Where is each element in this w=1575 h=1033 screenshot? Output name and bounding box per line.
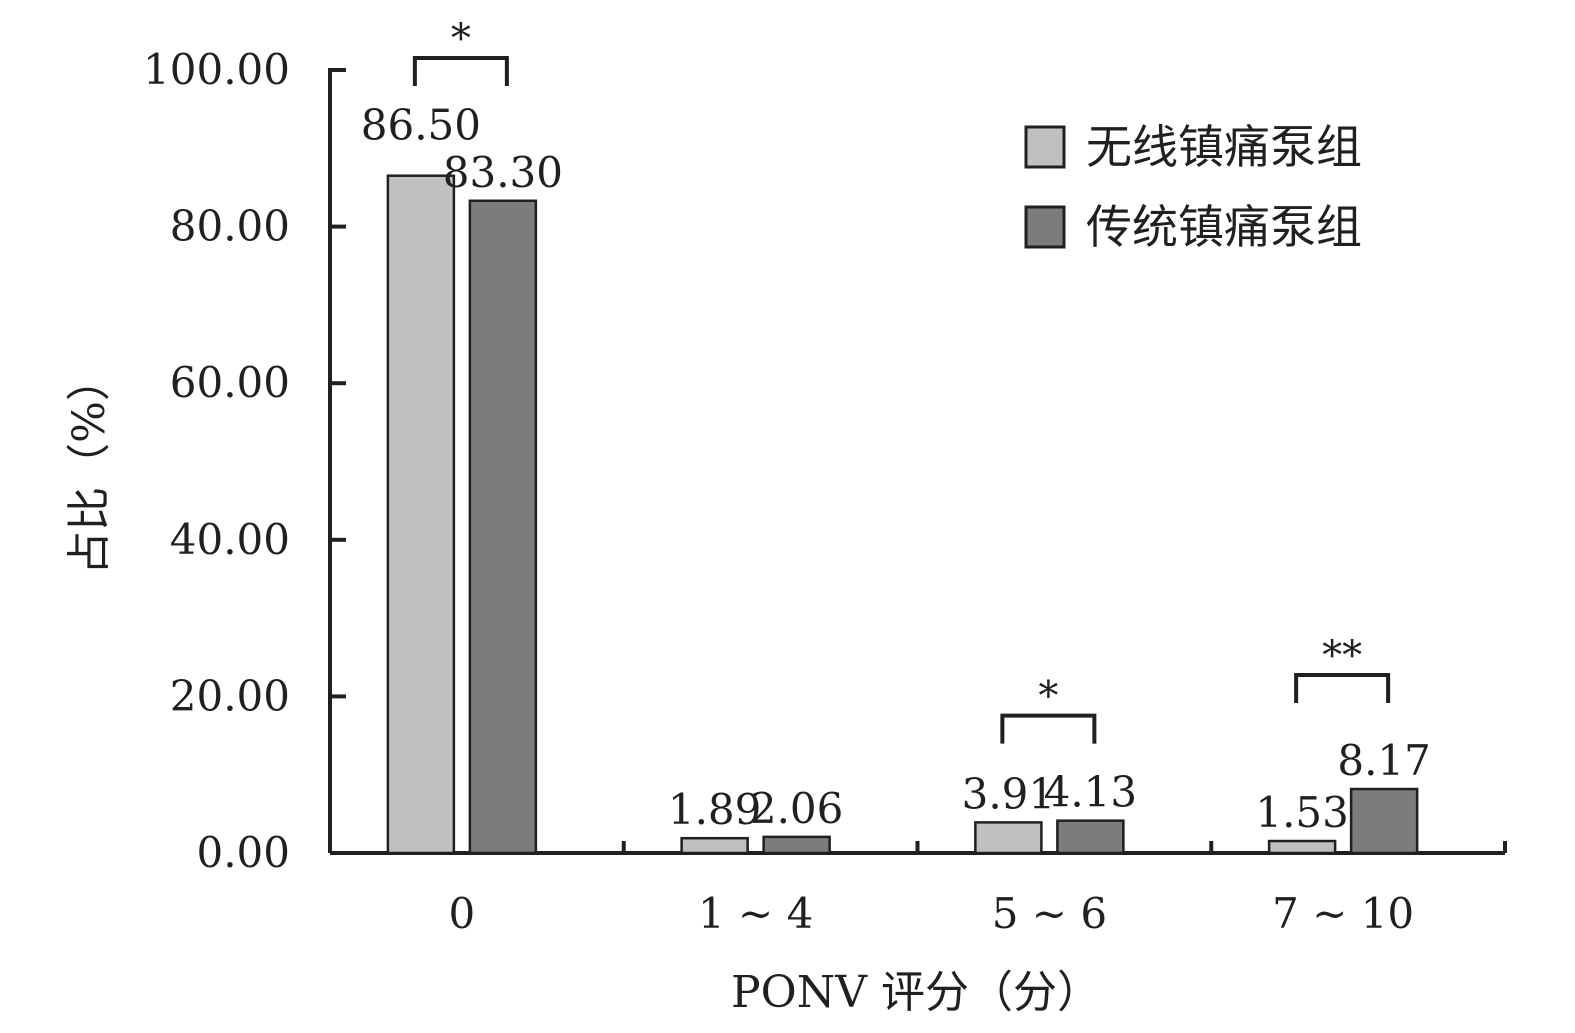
significance-bracket <box>1000 713 1097 744</box>
x-tick-label: 5 ~ 6 <box>992 889 1107 938</box>
y-tick-label: 0.00 <box>196 828 290 877</box>
significance-marks: **** <box>412 16 1391 744</box>
x-axis-title: PONV 评分（分） <box>731 967 1101 1018</box>
data-label: 83.30 <box>443 148 563 197</box>
x-tick-label: 7 ~ 10 <box>1272 889 1414 938</box>
data-label: 1.89 <box>668 785 762 834</box>
bar-traditional <box>762 835 831 855</box>
value-labels: 86.50 1.89 3.91 1.53 83.30 2.06 4.13 8.17 <box>361 101 1431 837</box>
x-tick-label: 0 <box>449 889 476 938</box>
data-label: 86.50 <box>361 101 481 150</box>
y-tick-label: 20.00 <box>170 671 290 720</box>
bar-traditional <box>468 199 538 855</box>
legend-swatch <box>1024 205 1066 249</box>
data-label: 2.06 <box>750 784 844 833</box>
bars <box>386 174 1419 855</box>
data-label: 3.91 <box>962 769 1056 818</box>
significance-bracket <box>412 56 509 86</box>
significance-label: * <box>1038 674 1058 720</box>
data-label: 1.53 <box>1255 788 1349 837</box>
bar-traditional <box>1349 787 1419 855</box>
y-axis: 0.00 20.00 40.00 60.00 80.00 100.00 <box>143 45 346 877</box>
y-tick-label: 100.00 <box>143 45 290 94</box>
y-axis-title: 占比（%） <box>64 357 115 575</box>
bar-wireless <box>680 836 749 855</box>
data-label: 4.13 <box>1044 768 1138 817</box>
significance-bracket <box>1294 673 1391 704</box>
significance-label: * <box>451 16 471 62</box>
bar-traditional <box>1056 819 1125 855</box>
data-label: 8.17 <box>1337 736 1431 785</box>
x-axis: 0 1 ~ 4 5 ~ 6 7 ~ 10 <box>330 841 1507 938</box>
y-tick-label: 40.00 <box>170 515 290 564</box>
legend-label: 无线镇痛泵组 <box>1086 120 1362 174</box>
y-tick-label: 80.00 <box>170 202 290 251</box>
bar-wireless <box>974 821 1043 855</box>
x-tick-label: 1 ~ 4 <box>698 889 813 938</box>
bar-wireless <box>1267 839 1337 855</box>
significance-label: ** <box>1322 633 1362 679</box>
legend-label: 传统镇痛泵组 <box>1086 200 1362 254</box>
bar-wireless <box>386 174 456 855</box>
legend-swatch <box>1024 125 1066 169</box>
y-tick-label: 60.00 <box>170 358 290 407</box>
